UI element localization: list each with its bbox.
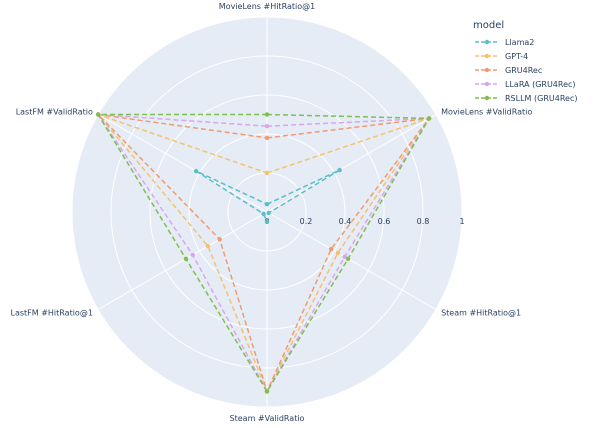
series-point-2-2 (328, 246, 334, 252)
axis-label-5: LastFM #ValidRatio (16, 108, 93, 117)
series-point-0-4 (261, 211, 266, 217)
series-point-3-0 (264, 124, 270, 129)
series-point-4-4 (183, 256, 189, 261)
series-point-1-0 (264, 170, 270, 176)
series-point-2-0 (264, 135, 270, 141)
legend-title: model (473, 20, 504, 31)
spoke-1 (266, 114, 437, 213)
radial-tick-label-3: 0.6 (378, 217, 391, 226)
series-point-4-0 (264, 112, 270, 117)
legend-item-2[interactable]: GRU4Rec (475, 66, 542, 75)
series-point-1-2 (335, 250, 341, 256)
legend-swatch-marker-0 (484, 39, 490, 45)
series-point-4-2 (345, 256, 351, 261)
series-0 (193, 167, 342, 225)
radial-tick-label-1: 0.2 (300, 217, 313, 226)
series-point-0-1 (337, 167, 342, 173)
series-point-0-3 (264, 219, 270, 224)
axis-label-4: LastFM #HitRatio@1 (11, 309, 93, 318)
spoke-5 (97, 114, 268, 213)
legend-label-2: GRU4Rec (505, 66, 542, 75)
legend-item-1[interactable]: GPT-4 (475, 52, 528, 61)
axis-label-2: Steam #HitRatio@1 (441, 309, 521, 318)
series-point-4-5 (95, 112, 101, 117)
series-point-2-4 (217, 237, 222, 242)
angular-gridlines (97, 17, 437, 407)
legend-item-3[interactable]: LLaRA (GRU4Rec) (475, 80, 576, 89)
legend-label-3: LLaRA (GRU4Rec) (505, 80, 576, 89)
axis-label-0: MovieLens #HitRatio@1 (219, 2, 315, 11)
axis-label-3: Steam #ValidRatio (230, 414, 305, 423)
spoke-4 (97, 211, 268, 310)
radial-tick-label-2: 0.4 (339, 217, 352, 226)
series-point-4-1 (426, 116, 432, 121)
series-4 (95, 112, 432, 394)
legend-item-4[interactable]: RSLLM (GRU4Rec) (475, 94, 577, 103)
series-point-3-2 (342, 254, 347, 260)
legend-swatch-marker-1 (484, 53, 490, 59)
legend-swatch-marker-2 (484, 67, 490, 73)
series-point-4-3 (264, 389, 270, 394)
legend-label-0: Llama2 (505, 38, 534, 47)
legend-label-4: RSLLM (GRU4Rec) (505, 94, 577, 103)
series-point-1-4 (205, 243, 211, 249)
series-point-3-4 (190, 252, 195, 258)
spoke-2 (266, 211, 437, 310)
radial-tick-label-5: 1 (459, 217, 464, 226)
radial-tick-label-4: 0.8 (417, 217, 430, 226)
legend-item-0[interactable]: Llama2 (475, 38, 534, 47)
legend-label-1: GPT-4 (505, 52, 528, 61)
series-point-0-2 (266, 210, 271, 216)
legend-swatch-marker-4 (484, 95, 490, 101)
legend-swatch-marker-3 (484, 81, 490, 87)
series-point-0-5 (193, 168, 199, 174)
axis-label-1: MovieLens #ValidRatio (441, 108, 532, 117)
angular-axis-labels: MovieLens #HitRatio@1 MovieLens #ValidRat… (11, 2, 533, 423)
series-point-0-0 (264, 202, 270, 207)
